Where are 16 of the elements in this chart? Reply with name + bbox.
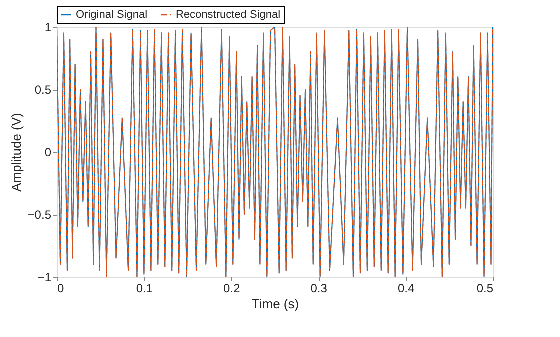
x-tick-label: 0.1: [136, 282, 154, 296]
x-tick-label: 0.4: [398, 282, 415, 296]
x-axis-title: Time (s): [252, 296, 300, 312]
x-tick-label: 0.2: [224, 282, 241, 296]
y-tick-label: 1: [44, 20, 52, 34]
y-tick-label: 0.5: [34, 83, 52, 97]
y-tick-label: 0: [44, 146, 52, 160]
x-tick-label: 0.5: [476, 282, 494, 296]
y-axis-title: Amplitude (V): [8, 113, 24, 192]
legend-label: Original Signal: [76, 9, 148, 21]
y-tick-label: −1: [38, 270, 52, 284]
x-tick-label: 0.3: [310, 282, 328, 296]
legend-label: Reconstructed Signal: [176, 9, 281, 21]
y-tick-label: −0.5: [28, 208, 52, 222]
x-tick-label: 0: [58, 282, 64, 296]
line-series: [57, 27, 493, 277]
